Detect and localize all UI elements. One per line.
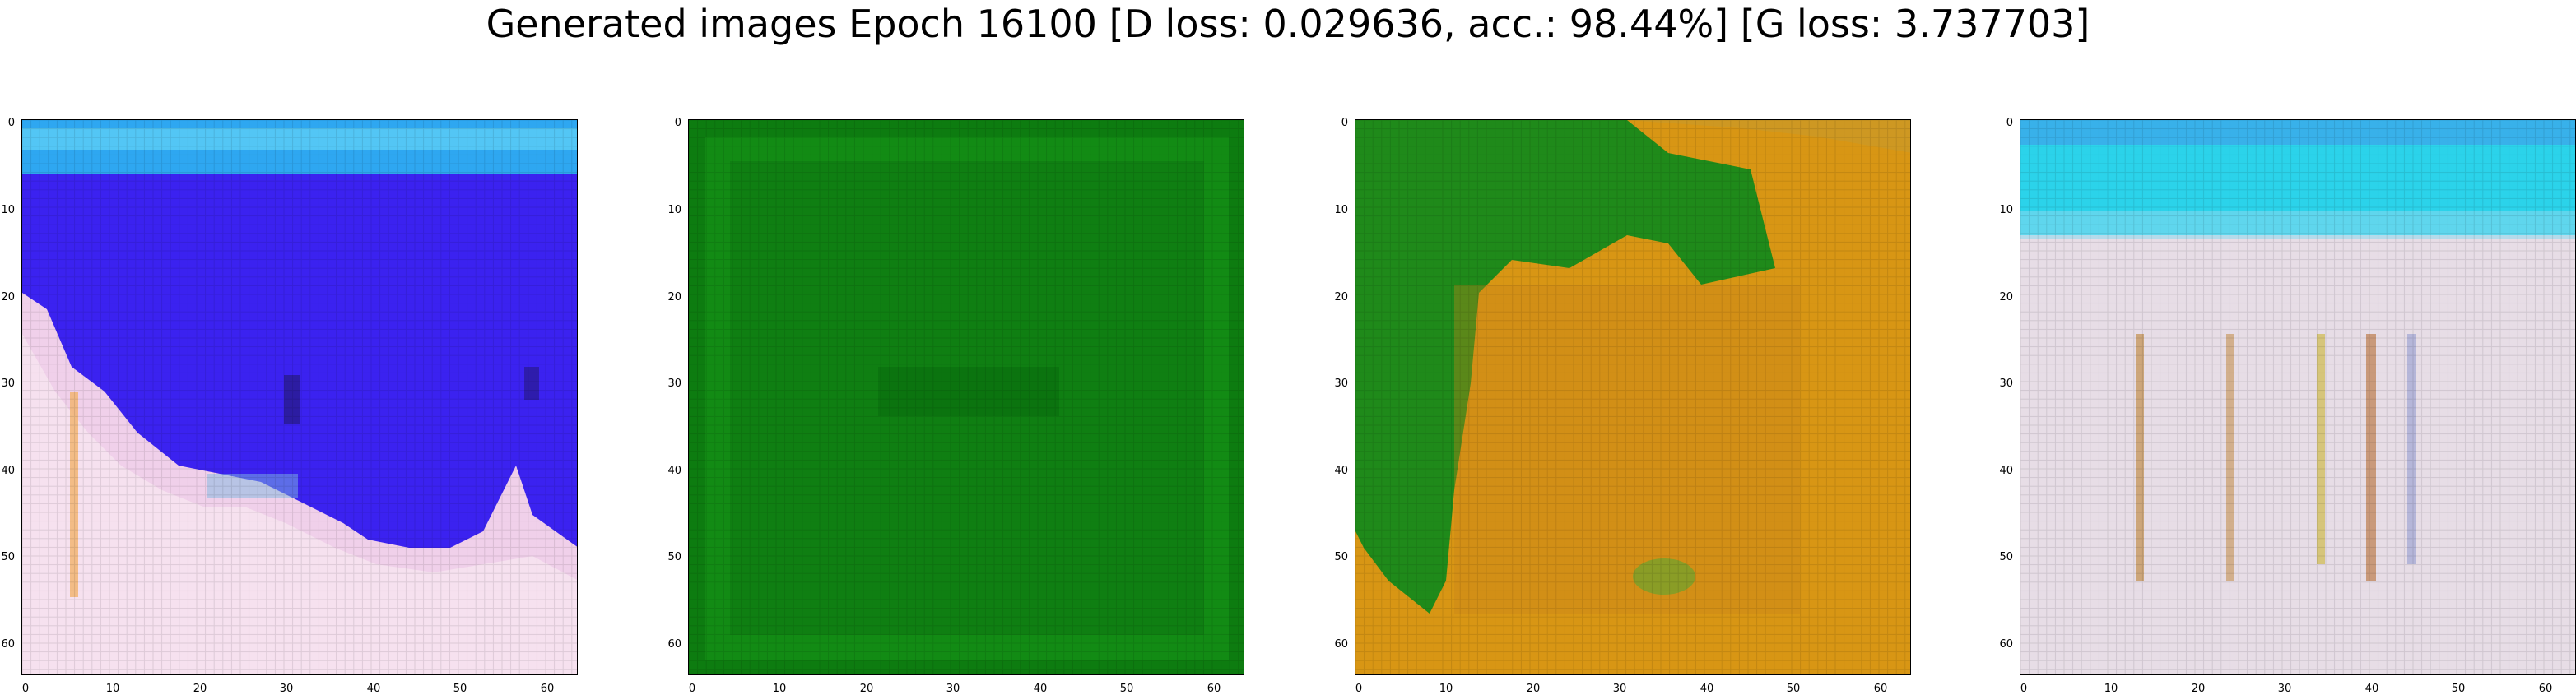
y-tick-30: 30	[1, 378, 15, 390]
generated-image-panel-1: 0 10 20 30 40 50 60 0 10 20 30 40 50 60	[1, 118, 578, 695]
x-tick-0: 0	[688, 683, 696, 695]
generated-image-3	[1355, 119, 1911, 675]
y-tick-30: 30	[667, 378, 681, 390]
y-tick-30: 30	[1999, 378, 2013, 390]
y-tick-20: 20	[1999, 291, 2013, 303]
x-tick-30: 30	[1612, 683, 1627, 695]
x-tick-50: 50	[453, 683, 467, 695]
figure-title: Generated images Epoch 16100 [D loss: 0.…	[486, 2, 2090, 46]
y-tick-50: 50	[1, 551, 15, 563]
y-tick-10: 10	[1999, 204, 2013, 216]
x-tick-10: 10	[2104, 683, 2118, 695]
x-tick-60: 60	[540, 683, 555, 695]
x-tick-20: 20	[2191, 683, 2206, 695]
generated-image-3-art	[1355, 120, 1910, 674]
x-tick-20: 20	[1526, 683, 1541, 695]
x-tick-30: 30	[946, 683, 960, 695]
x-tick-10: 10	[105, 683, 120, 695]
y-tick-40: 40	[1, 465, 15, 477]
y-tick-50: 50	[1999, 551, 2013, 563]
y-tick-0: 0	[674, 117, 681, 129]
x-tick-50: 50	[2451, 683, 2466, 695]
generated-image-2-art	[689, 120, 1244, 674]
x-tick-0: 0	[21, 683, 30, 695]
y-tick-60: 60	[1999, 638, 2013, 651]
y-tick-20: 20	[1334, 291, 1348, 303]
y-tick-20: 20	[667, 291, 681, 303]
y-tick-0: 0	[1341, 117, 1348, 129]
x-tick-50: 50	[1119, 683, 1134, 695]
x-tick-60: 60	[1207, 683, 1221, 695]
x-tick-0: 0	[2020, 683, 2028, 695]
y-tick-0: 0	[2006, 117, 2013, 129]
y-tick-50: 50	[667, 551, 681, 563]
y-tick-40: 40	[667, 465, 681, 477]
y-tick-10: 10	[1, 204, 15, 216]
x-tick-10: 10	[1439, 683, 1453, 695]
x-tick-40: 40	[366, 683, 381, 695]
x-tick-40: 40	[1033, 683, 1048, 695]
x-tick-20: 20	[859, 683, 874, 695]
y-tick-60: 60	[1334, 638, 1348, 651]
y-tick-20: 20	[1, 291, 15, 303]
y-tick-50: 50	[1334, 551, 1348, 563]
x-tick-20: 20	[193, 683, 207, 695]
y-tick-60: 60	[1, 638, 15, 651]
generated-image-panel-2: 0 10 20 30 40 50 60 0 10 20 30 40 50 60	[667, 118, 1244, 695]
generated-image-1-art	[22, 120, 577, 674]
x-tick-40: 40	[1700, 683, 1714, 695]
x-tick-0: 0	[1355, 683, 1363, 695]
x-tick-60: 60	[1873, 683, 1888, 695]
y-tick-10: 10	[1334, 204, 1348, 216]
y-tick-10: 10	[667, 204, 681, 216]
y-tick-40: 40	[1999, 465, 2013, 477]
y-tick-30: 30	[1334, 378, 1348, 390]
x-tick-30: 30	[279, 683, 294, 695]
generated-image-2	[688, 119, 1244, 675]
generated-image-4	[2020, 119, 2576, 675]
generated-image-panel-4: 0 10 20 30 40 50 60 0 10 20 30 40 50 60	[1999, 118, 2576, 695]
x-tick-30: 30	[2277, 683, 2292, 695]
x-tick-60: 60	[2538, 683, 2553, 695]
y-tick-40: 40	[1334, 465, 1348, 477]
x-tick-40: 40	[2364, 683, 2379, 695]
x-tick-10: 10	[772, 683, 787, 695]
y-tick-0: 0	[7, 117, 15, 129]
generated-image-panel-3: 0 10 20 30 40 50 60 0 10 20 30 40 50 60	[1334, 118, 1911, 695]
generated-image-1	[21, 119, 578, 675]
x-tick-50: 50	[1786, 683, 1801, 695]
generated-image-4-art	[2020, 120, 2575, 674]
y-tick-60: 60	[667, 638, 681, 651]
